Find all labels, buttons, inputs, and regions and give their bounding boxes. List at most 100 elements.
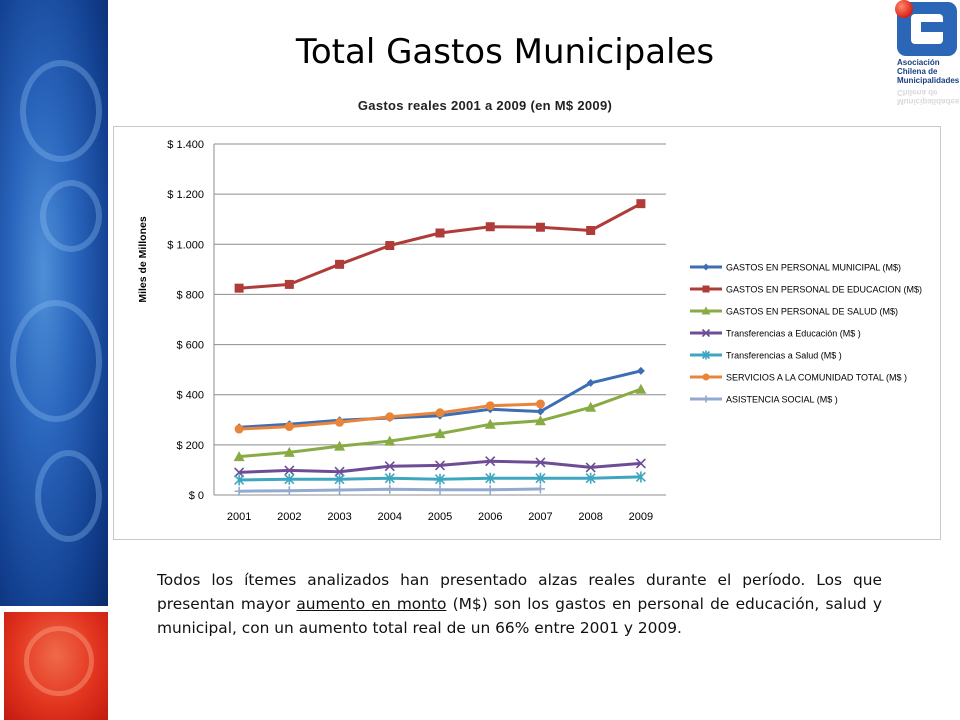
data-point: [385, 241, 395, 251]
x-tick-label: 2005: [428, 511, 452, 523]
data-point: [702, 395, 710, 403]
decorative-swirl: [10, 300, 102, 422]
x-tick-label: 2008: [578, 511, 602, 523]
data-point: [636, 366, 645, 375]
logo-mark: [897, 2, 957, 56]
series-line: [238, 202, 642, 290]
x-tick-label: 2002: [277, 511, 301, 523]
data-point: [434, 473, 446, 485]
data-point: [385, 484, 395, 494]
decorative-swirl: [24, 626, 94, 696]
decorative-swirl: [40, 180, 102, 252]
data-point: [702, 285, 710, 293]
data-point: [284, 279, 294, 289]
data-point: [585, 401, 597, 412]
data-point: [334, 440, 346, 451]
data-point: [434, 428, 446, 439]
y-tick-label: $ 1.000: [167, 239, 204, 251]
legend-entry: GASTOS EN PERSONAL DE EDUCACION (M$): [726, 285, 922, 295]
data-point: [484, 418, 496, 429]
logo-reflection: Municipalidades Chilena de: [897, 88, 960, 106]
series-line: [239, 459, 642, 474]
data-point: [284, 465, 295, 476]
data-point: [635, 458, 646, 469]
y-tick-label: $ 200: [176, 440, 204, 452]
decorative-swirl: [35, 450, 102, 542]
data-point: [434, 460, 446, 471]
data-point: [283, 446, 295, 457]
data-point: [233, 451, 245, 462]
data-point: [385, 412, 395, 422]
data-point: [534, 415, 546, 426]
data-point: [435, 408, 445, 418]
y-tick-label: $ 800: [176, 289, 204, 301]
data-point: [234, 486, 244, 496]
data-point: [485, 456, 496, 467]
data-point: [585, 472, 596, 484]
paragraph-underlined: aumento en monto: [296, 595, 447, 613]
paragraph-text: (M$) son los gastos en personal de educa…: [157, 595, 882, 637]
legend-entry: Transferencias a Educación (M$ ): [726, 329, 861, 339]
data-point: [701, 328, 711, 338]
data-point: [635, 471, 646, 483]
slide-title: Total Gastos Municipales: [295, 32, 715, 72]
summary-paragraph: Todos los ítemes analizados han presenta…: [157, 568, 882, 640]
data-point: [701, 350, 711, 360]
data-point: [485, 222, 495, 232]
legend-entry: SERVICIOS A LA COMUNIDAD TOTAL (M$ ): [726, 373, 907, 383]
data-point: [284, 473, 295, 485]
data-point: [635, 383, 647, 394]
y-tick-label: $ 1.200: [167, 189, 204, 201]
data-point: [334, 466, 345, 477]
data-point: [334, 473, 345, 485]
data-point: [586, 225, 596, 235]
data-point: [485, 485, 495, 495]
data-point: [384, 472, 395, 484]
y-tick-label: $ 600: [176, 340, 204, 352]
data-point: [535, 457, 546, 468]
data-point: [435, 228, 445, 238]
data-point: [234, 283, 244, 293]
y-tick-label: $ 400: [176, 390, 204, 402]
data-point: [585, 462, 596, 473]
data-point: [335, 485, 345, 495]
chart-title: Gastos reales 2001 a 2009 (en M$ 2009): [357, 98, 613, 113]
data-point: [335, 417, 345, 427]
data-point: [536, 407, 545, 416]
data-point: [535, 472, 546, 484]
decorative-swirl: [20, 60, 102, 162]
data-point: [636, 199, 646, 209]
x-tick-label: 2009: [629, 511, 653, 523]
y-tick-label: $ 1.400: [167, 139, 204, 151]
data-point: [234, 467, 245, 478]
logo-red-dot: [895, 0, 913, 18]
association-logo: Asociación Chilena de Municipalidades Mu…: [893, 0, 960, 115]
x-tick-label: 2007: [528, 511, 552, 523]
data-point: [384, 461, 395, 472]
line-chart: $ 0 $ 200 $ 400 $ 600 $ 800 $ 1.000 $ 1.200 $ 1…: [137, 139, 922, 523]
legend-entry: GASTOS EN PERSONAL DE SALUD (M$): [726, 307, 898, 317]
legend-entry: GASTOS EN PERSONAL MUNICIPAL (M$): [726, 263, 901, 273]
data-point: [485, 472, 496, 484]
y-tick-label: $ 0: [189, 490, 204, 502]
sidebar-decoration: [0, 0, 108, 720]
x-tick-label: 2006: [478, 511, 502, 523]
data-point: [335, 259, 345, 269]
legend-entry: ASISTENCIA SOCIAL (M$ ): [726, 395, 838, 405]
data-point: [701, 306, 711, 315]
data-point: [535, 222, 545, 232]
logo-text: Asociación Chilena de Municipalidades: [897, 58, 960, 85]
paragraph-text: Todos los ítemes analizados han presenta…: [157, 571, 882, 613]
data-point: [702, 263, 710, 271]
data-point: [485, 401, 495, 411]
x-tick-label: 2003: [327, 511, 351, 523]
data-point: [284, 486, 294, 496]
data-point: [435, 485, 445, 495]
data-point: [535, 399, 545, 409]
data-point: [586, 378, 595, 387]
data-point: [284, 422, 294, 432]
data-point: [702, 373, 710, 381]
sidebar-red-panel: [4, 612, 108, 720]
data-point: [535, 484, 545, 494]
y-axis-label: Miles de Millones: [137, 216, 149, 303]
